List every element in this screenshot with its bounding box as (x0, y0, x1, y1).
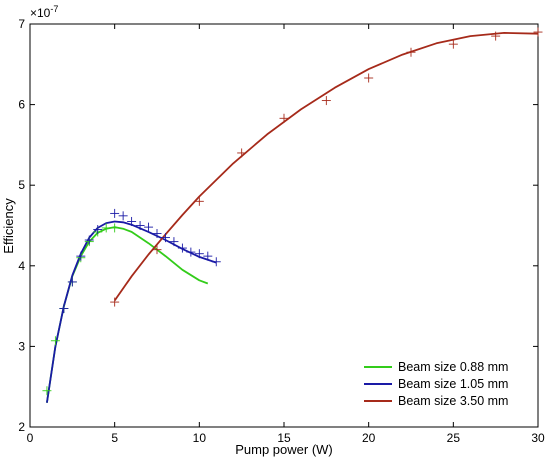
data-point-series-1 (211, 257, 221, 267)
x-tick-label: 25 (447, 431, 461, 445)
data-point-series-2 (152, 245, 162, 255)
data-point-series-1 (135, 221, 145, 230)
data-point-series-1 (93, 225, 103, 235)
x-tick-label: 30 (531, 431, 545, 445)
y-tick-label: 7 (18, 17, 25, 31)
x-axis-title: Pump power (W) (235, 442, 333, 457)
y-axis-title: Efficiency (1, 198, 16, 254)
data-markers (42, 27, 543, 396)
x-tick-label: 20 (362, 431, 376, 445)
x-tick-labels: 0 5 10 15 20 25 30 (27, 431, 545, 445)
data-point-series-1 (67, 277, 77, 287)
data-point-series-0 (110, 223, 120, 233)
data-point-series-1 (59, 304, 69, 314)
legend-label-1: Beam size 1.05 mm (398, 377, 508, 391)
data-point-series-1 (152, 229, 162, 239)
legend-label-0: Beam size 0.88 mm (398, 360, 508, 374)
y-tick-label: 4 (18, 259, 25, 273)
data-point-series-2 (194, 196, 204, 206)
legend: Beam size 0.88 mm Beam size 1.05 mm Beam… (364, 360, 508, 408)
x-tick-label: 15 (277, 431, 291, 445)
data-point-series-0 (42, 386, 52, 396)
y-multiplier: ×10-7 (30, 4, 58, 20)
data-point-series-2 (533, 27, 543, 37)
y-tick-label: 5 (18, 178, 25, 192)
data-point-series-1 (76, 251, 86, 261)
y-tick-label: 3 (18, 339, 25, 353)
legend-label-2: Beam size 3.50 mm (398, 394, 508, 408)
data-point-series-2 (279, 113, 289, 123)
data-point-series-1 (84, 235, 94, 245)
data-point-series-1 (160, 233, 170, 243)
y-tick-label: 2 (18, 420, 25, 434)
data-point-series-2 (448, 39, 458, 49)
x-tick-label: 5 (111, 431, 118, 445)
data-point-series-1 (127, 216, 137, 226)
data-point-series-2 (406, 47, 416, 57)
data-point-series-0 (101, 223, 111, 233)
data-point-series-1 (177, 243, 187, 253)
data-point-series-1 (110, 208, 120, 218)
data-point-series-0 (50, 336, 60, 346)
y-tick-labels: 2 3 4 5 6 7 (18, 17, 25, 434)
y-multiplier-exponent: -7 (50, 4, 58, 14)
x-tick-label: 0 (27, 431, 34, 445)
data-point-series-2 (237, 148, 247, 158)
y-multiplier-base: ×10 (30, 6, 51, 20)
data-point-series-2 (110, 297, 120, 307)
x-tick-label: 10 (193, 431, 207, 445)
data-point-series-1 (194, 249, 204, 259)
y-tick-label: 6 (18, 98, 25, 112)
axis-ticks (29, 23, 539, 428)
data-point-series-2 (491, 31, 501, 41)
data-point-series-1 (144, 222, 154, 232)
data-point-series-2 (364, 73, 374, 83)
data-point-series-1 (118, 211, 128, 221)
data-point-series-1 (169, 237, 179, 247)
data-point-series-1 (203, 251, 213, 261)
data-point-series-1 (186, 247, 196, 257)
data-point-series-2 (321, 96, 331, 106)
